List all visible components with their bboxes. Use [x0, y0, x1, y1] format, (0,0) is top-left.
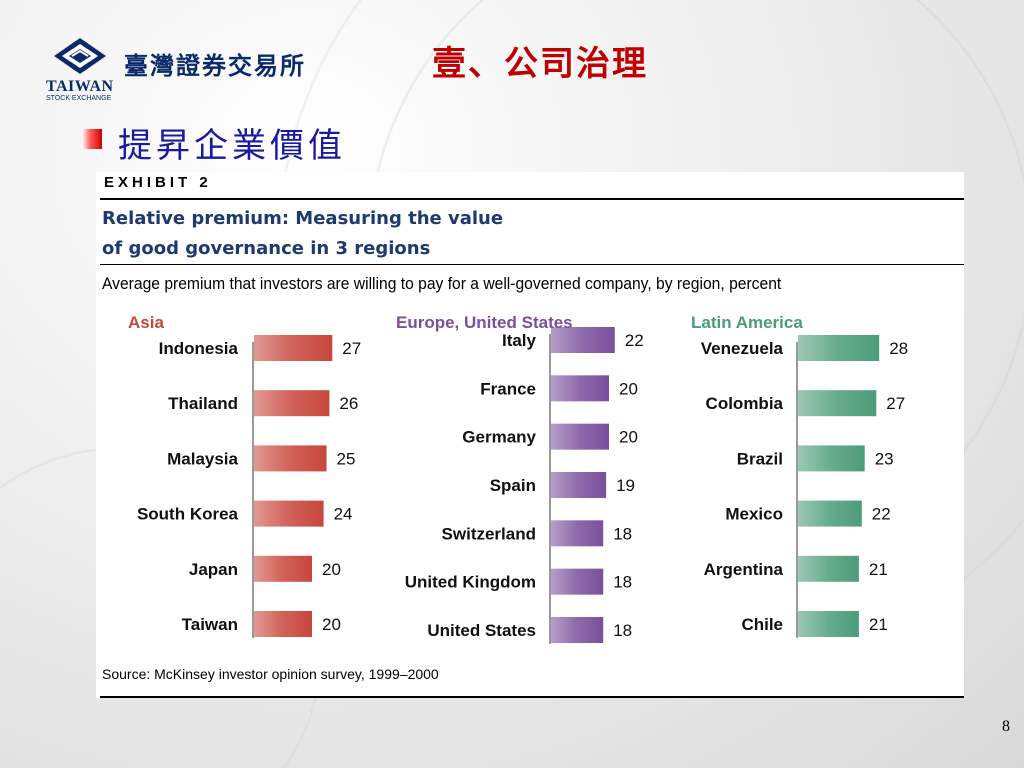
bar-europe-united-states — [551, 375, 609, 402]
data-label: 20 — [619, 428, 638, 447]
category-label: Argentina — [704, 560, 784, 579]
bar-europe-united-states — [551, 520, 604, 547]
chart-source: Source: McKinsey investor opinion survey… — [102, 666, 439, 682]
panel-title-europe-united-states: Europe, United States — [396, 313, 573, 332]
data-label: 18 — [613, 621, 632, 640]
category-label: Indonesia — [159, 339, 239, 358]
category-label: France — [480, 379, 536, 398]
category-label: Venezuela — [701, 339, 784, 358]
data-label: 20 — [322, 615, 341, 634]
bar-latin-america — [798, 500, 862, 527]
bar-europe-united-states — [551, 616, 604, 643]
tse-logo: TAIWAN STOCK EXCHANGE — [44, 36, 124, 104]
bar-asia — [254, 610, 312, 637]
category-label: United States — [427, 621, 536, 640]
exhibit-label: EXHIBIT 2 — [104, 174, 212, 191]
bar-latin-america — [798, 335, 880, 361]
panel-title-asia: Asia — [128, 313, 164, 332]
panel-title-latin-america: Latin America — [691, 313, 803, 332]
category-label: Brazil — [737, 449, 783, 468]
category-label: Switzerland — [442, 524, 536, 543]
category-label: Japan — [189, 560, 238, 579]
data-label: 18 — [613, 573, 632, 592]
data-label: 20 — [619, 379, 638, 398]
data-label: 24 — [334, 505, 353, 524]
page-number: 8 — [1002, 718, 1010, 735]
category-label: Chile — [741, 615, 783, 634]
chart-svg: Asia Indonesia 27 Thailand 26 Malaysia 25 South… — [128, 313, 908, 644]
top-rule — [100, 198, 964, 200]
bottom-rule — [100, 696, 964, 698]
exhibit-panel: EXHIBIT 2 Relative premium: Measuring th… — [96, 172, 964, 698]
category-label: South Korea — [137, 505, 239, 524]
data-label: 21 — [869, 615, 888, 634]
bar-asia — [254, 555, 312, 582]
bar-asia — [254, 335, 333, 361]
category-label: Malaysia — [167, 449, 238, 468]
data-label: 26 — [339, 394, 358, 413]
logo-subtext: STOCK EXCHANGE — [46, 95, 112, 102]
chart-title-line1: Relative premium: Measuring the value — [102, 208, 504, 229]
bar-asia — [254, 445, 327, 472]
data-label: 21 — [869, 560, 888, 579]
bar-latin-america — [798, 610, 859, 637]
data-label: 25 — [337, 449, 356, 468]
page-title: 壹、公司治理 — [432, 44, 648, 84]
data-label: 27 — [342, 339, 361, 358]
chart-subtitle: Average premium that investors are willi… — [102, 274, 782, 293]
bar-europe-united-states — [551, 568, 604, 595]
bar-europe-united-states — [551, 423, 609, 450]
data-label: 19 — [616, 476, 635, 495]
data-label: 18 — [613, 524, 632, 543]
bar-asia — [254, 390, 330, 417]
data-label: 23 — [875, 449, 894, 468]
exchange-name: 臺灣證券交易所 — [124, 51, 306, 80]
category-label: Colombia — [706, 394, 784, 413]
bullet-square-icon — [82, 129, 102, 149]
logo-text: TAIWAN — [46, 78, 114, 95]
data-label: 22 — [872, 505, 891, 524]
category-label: Taiwan — [182, 615, 238, 634]
chart-title: Relative premium: Measuring the value of… — [102, 204, 503, 264]
data-label: 22 — [625, 331, 644, 350]
section-heading: 提昇企業價值 — [118, 126, 346, 166]
category-label: Italy — [502, 331, 537, 350]
tse-logo-icon — [54, 38, 106, 74]
bar-europe-united-states — [551, 327, 615, 353]
bar-latin-america — [798, 555, 859, 582]
category-label: Germany — [462, 428, 536, 447]
category-label: Thailand — [168, 394, 238, 413]
bar-latin-america — [798, 445, 865, 472]
data-label: 20 — [322, 560, 341, 579]
title-rule — [100, 264, 964, 265]
bar-latin-america — [798, 390, 877, 417]
category-label: Mexico — [725, 505, 783, 524]
data-label: 27 — [886, 394, 905, 413]
data-label: 28 — [889, 339, 908, 358]
category-label: United Kingdom — [405, 573, 536, 592]
bar-asia — [254, 500, 324, 527]
chart-title-line2: of good governance in 3 regions — [102, 238, 431, 259]
category-label: Spain — [490, 476, 536, 495]
bar-europe-united-states — [551, 471, 607, 498]
